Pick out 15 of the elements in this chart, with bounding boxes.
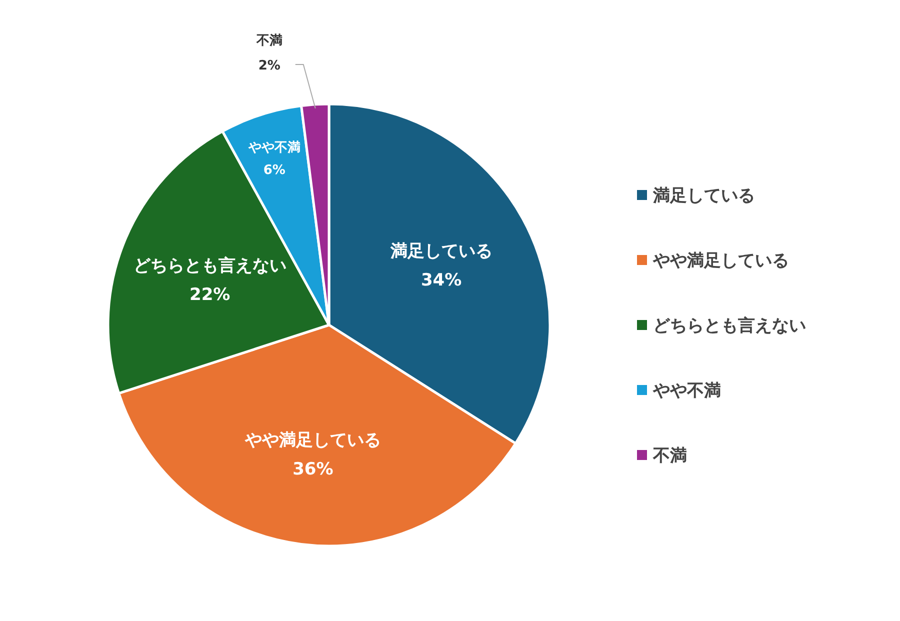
legend-label: やや不満: [652, 381, 721, 401]
data-label: 6%: [263, 162, 286, 178]
slice-label: やや満足している: [244, 430, 381, 450]
slice-label: 満足している: [389, 241, 492, 262]
slice-label: 不満: [255, 33, 282, 48]
data-label: 2%: [258, 58, 280, 74]
slice-label: どちらとも言えない: [133, 256, 286, 276]
slice-label: やや不満: [247, 140, 300, 156]
legend-label: やや満足している: [652, 251, 789, 271]
data-label: 22%: [189, 284, 230, 305]
legend-label: 不満: [652, 446, 687, 466]
data-label: 34%: [420, 270, 462, 290]
legend-label: どちらとも言えない: [653, 316, 806, 336]
legend-label: 満足している: [652, 186, 755, 206]
data-label: 36%: [292, 459, 334, 480]
